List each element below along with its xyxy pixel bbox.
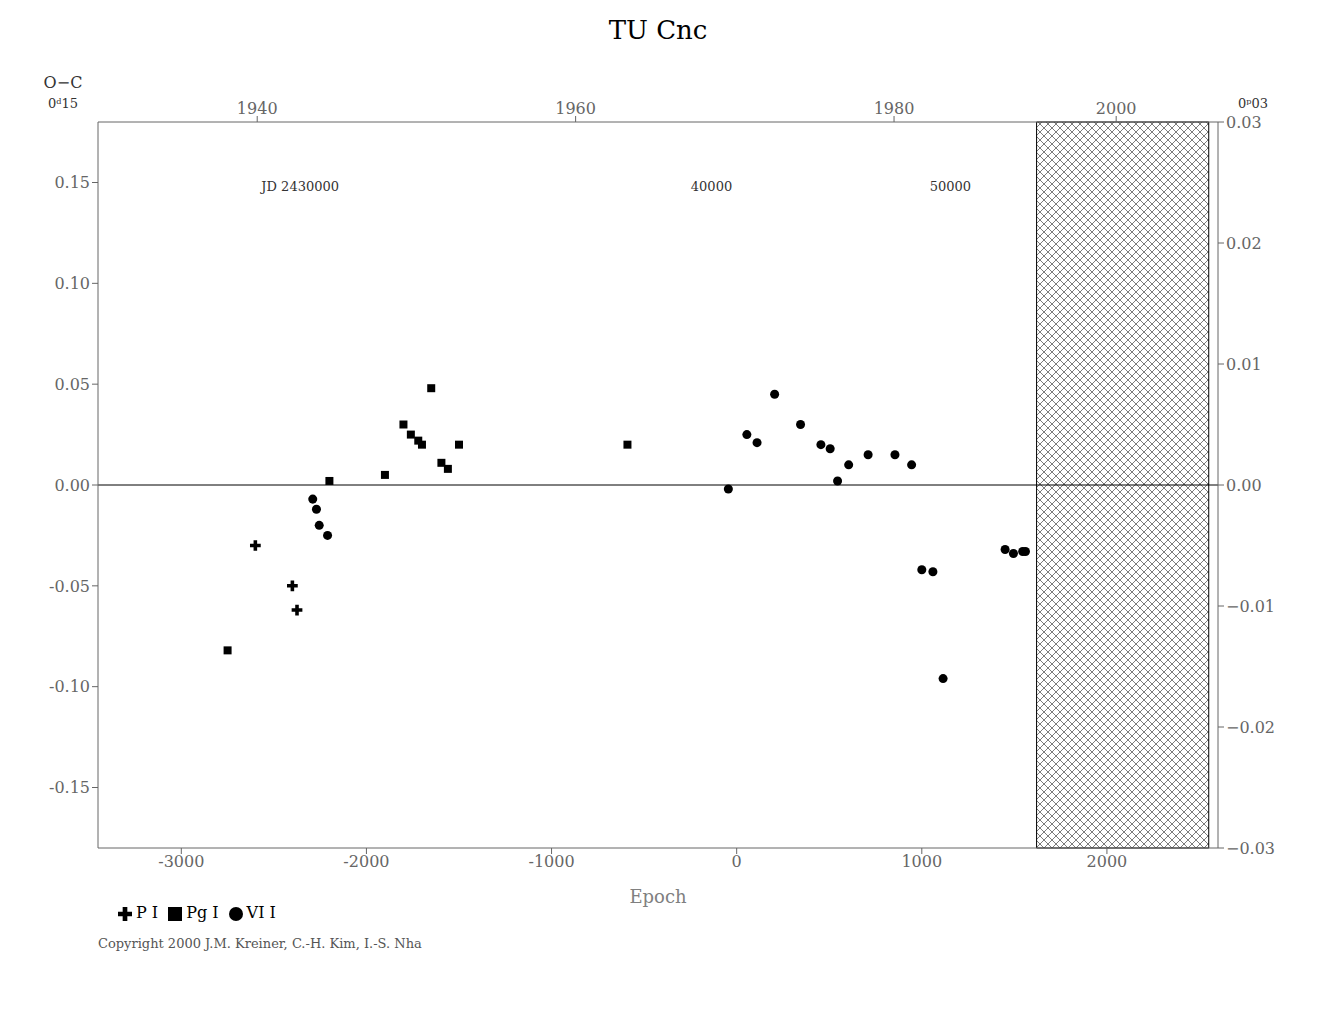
svg-text:1980: 1980	[874, 99, 915, 118]
svg-text:O−C: O−C	[44, 73, 83, 92]
svg-text:0ᵖ03: 0ᵖ03	[1238, 96, 1268, 111]
svg-text:2000: 2000	[1087, 852, 1128, 871]
svg-text:0.01: 0.01	[1226, 355, 1262, 374]
svg-text:40000: 40000	[691, 179, 732, 194]
svg-text:JD 2430000: JD 2430000	[259, 179, 339, 194]
svg-text:-0.10: -0.10	[49, 677, 90, 696]
svg-text:−0.02: −0.02	[1226, 718, 1275, 737]
svg-text:Epoch: Epoch	[629, 886, 687, 907]
svg-text:0.10: 0.10	[54, 274, 90, 293]
svg-text:-0.05: -0.05	[49, 577, 90, 596]
svg-text:-2000: -2000	[343, 852, 389, 871]
svg-text:-1000: -1000	[528, 852, 574, 871]
svg-text:0.15: 0.15	[54, 173, 90, 192]
svg-text:0: 0	[732, 852, 742, 871]
svg-text:0.03: 0.03	[1226, 113, 1262, 132]
svg-text:0ᵈ15: 0ᵈ15	[48, 96, 78, 111]
svg-text:1960: 1960	[555, 99, 596, 118]
html-text:Pg I: Pg I	[186, 903, 219, 922]
svg-text:1940: 1940	[237, 99, 278, 118]
svg-text:0.05: 0.05	[54, 375, 90, 394]
svg-text:50000: 50000	[930, 179, 971, 194]
svg-text:0.00: 0.00	[54, 476, 90, 495]
svg-text:0.02: 0.02	[1226, 234, 1262, 253]
html-text:TU Cnc: TU Cnc	[608, 15, 708, 45]
html-text:VI I: VI I	[246, 903, 276, 922]
svg-text:0.00: 0.00	[1226, 476, 1262, 495]
svg-text:−0.03: −0.03	[1226, 839, 1275, 858]
svg-text:-3000: -3000	[158, 852, 204, 871]
svg-text:-0.15: -0.15	[49, 778, 90, 797]
svg-text:2000: 2000	[1096, 99, 1137, 118]
html-text:P I: P I	[136, 903, 159, 922]
svg-text:1000: 1000	[901, 852, 942, 871]
svg-text:−0.01: −0.01	[1226, 597, 1275, 616]
html-text:Copyright 2000 J.M. Kreiner, C: Copyright 2000 J.M. Kreiner, C.-H. Kim, …	[98, 936, 422, 951]
